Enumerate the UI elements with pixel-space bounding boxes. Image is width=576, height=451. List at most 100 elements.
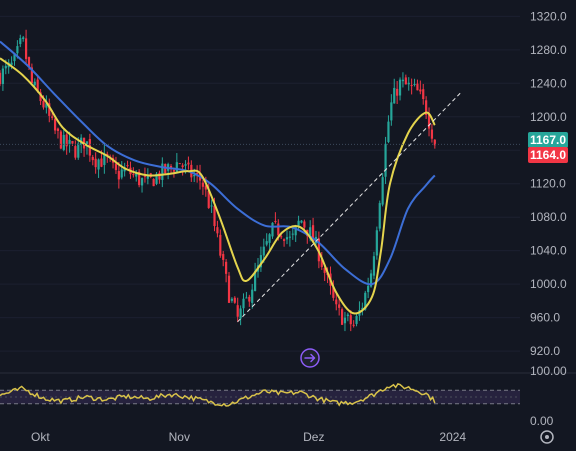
candle-body <box>320 259 323 268</box>
candle-body <box>419 89 422 92</box>
candle-body <box>271 222 274 237</box>
candle-body <box>30 67 33 84</box>
candle-body <box>158 172 161 180</box>
candle-body <box>91 156 94 161</box>
candle-body <box>85 141 89 147</box>
candle-body <box>219 234 222 256</box>
candle-body <box>10 62 13 65</box>
candle-body <box>236 305 239 317</box>
price-tick-label: 1080.0 <box>530 210 567 224</box>
candle-body <box>372 256 376 276</box>
candle-body <box>71 140 74 144</box>
candle-body <box>291 233 294 235</box>
candle-body <box>204 185 207 190</box>
candle-body <box>384 143 387 177</box>
candle-body <box>114 163 118 171</box>
candle-body <box>294 225 297 236</box>
candle-body <box>413 83 416 85</box>
candle-body <box>56 128 60 131</box>
candle-body <box>100 158 103 167</box>
candle-body <box>311 225 315 242</box>
candle-body <box>178 163 181 165</box>
candle-body <box>259 255 262 268</box>
candle-body <box>280 236 283 238</box>
candle-body <box>396 88 399 96</box>
candle-body <box>349 315 352 325</box>
candle-body <box>355 315 358 324</box>
candle-body <box>381 177 384 205</box>
gear-icon[interactable] <box>540 430 554 444</box>
candle-body <box>42 100 45 108</box>
candle-body <box>265 241 268 245</box>
chart-settings-button[interactable] <box>540 430 554 444</box>
candle-body <box>48 103 51 116</box>
price-tick-label: 1320.0 <box>530 9 567 23</box>
candle-body <box>390 102 393 121</box>
candle-body <box>19 38 22 45</box>
candle-body <box>22 37 25 39</box>
time-tick-label: 2024 <box>439 430 466 444</box>
candle-body <box>146 175 149 179</box>
rsi-axis[interactable]: 100.00 0.00 <box>530 364 567 428</box>
upper-price-badge-background <box>528 132 568 148</box>
price-tick-label: 1120.0 <box>530 177 566 191</box>
candle-body <box>181 165 184 168</box>
candle-body <box>340 309 344 325</box>
candle-body <box>248 296 251 302</box>
replay-button[interactable] <box>300 348 320 368</box>
grid-lines <box>0 15 520 352</box>
candle-body <box>277 223 280 236</box>
candle-body <box>288 236 291 238</box>
candle-body <box>285 237 289 240</box>
time-tick-label: Nov <box>169 430 190 444</box>
candle-body <box>227 275 231 303</box>
candle-body <box>16 46 19 54</box>
candle-body <box>33 81 36 86</box>
candle-body <box>36 79 39 92</box>
candle-body <box>65 134 68 147</box>
candle-body <box>201 182 205 187</box>
candle-body <box>94 158 97 168</box>
trendline[interactable] <box>237 91 463 323</box>
candle-body <box>97 159 100 170</box>
time-tick-label: Okt <box>31 430 50 444</box>
candle-body <box>346 314 349 317</box>
candle-body <box>230 298 234 301</box>
candle-body <box>225 261 228 274</box>
time-axis[interactable]: Okt Nov Dez 2024 <box>31 430 466 444</box>
candle-body <box>1 68 4 84</box>
candle-body <box>268 234 271 243</box>
candle-body <box>332 286 335 298</box>
candle-body <box>184 164 187 166</box>
replay-arrow-icon <box>304 353 316 363</box>
candle-body <box>132 174 135 176</box>
fast-moving-average-line <box>0 57 436 315</box>
price-tick-label: 1280.0 <box>530 43 567 57</box>
candle-body <box>161 163 164 180</box>
candle-body <box>361 307 364 310</box>
candle-body <box>68 139 71 145</box>
candle-body <box>77 143 80 158</box>
price-tick-label: 960.0 <box>530 311 560 325</box>
gear-icon-center <box>545 435 549 439</box>
candle-body <box>39 92 42 102</box>
candle-body <box>274 221 277 223</box>
candle-body <box>427 114 431 129</box>
candle-body <box>138 171 141 186</box>
candle-body <box>53 118 57 131</box>
candle-body <box>300 220 303 223</box>
candle-body <box>62 134 65 150</box>
candle-body <box>222 254 225 260</box>
price-tick-label: 920.0 <box>530 344 560 358</box>
candle-body <box>407 82 410 85</box>
candle-body <box>140 178 144 186</box>
candle-body <box>343 317 347 324</box>
candle-body <box>309 227 312 239</box>
candle-body <box>430 129 434 139</box>
candle-body <box>196 173 199 175</box>
candle-body <box>303 221 306 228</box>
upper-price-badge-text: 1167.0 <box>530 133 566 147</box>
candle-body <box>375 230 378 256</box>
rsi-tick-label: 100.00 <box>530 364 567 378</box>
